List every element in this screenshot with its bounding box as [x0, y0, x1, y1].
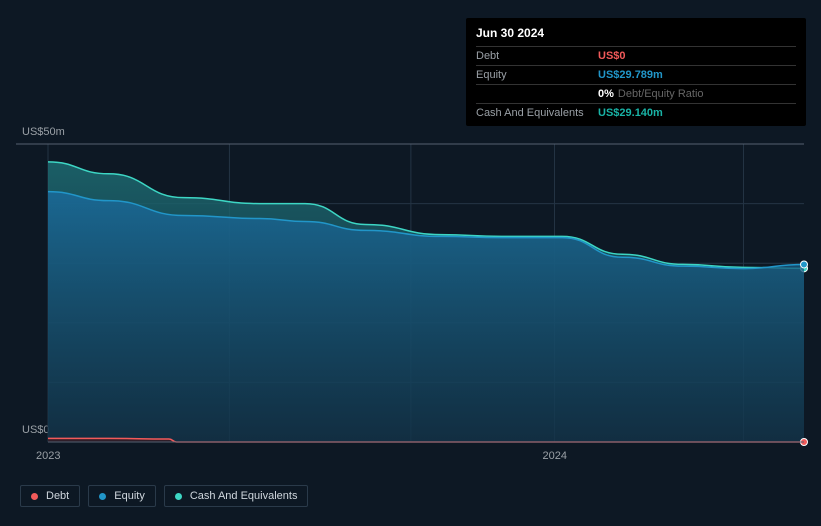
legend-item-cash[interactable]: Cash And Equivalents: [164, 485, 309, 507]
chart-legend: Debt Equity Cash And Equivalents: [20, 485, 308, 507]
legend-label: Equity: [114, 490, 145, 502]
area-equity: [48, 192, 804, 442]
marker-equity: [801, 261, 808, 268]
legend-item-equity[interactable]: Equity: [88, 485, 156, 507]
legend-label: Debt: [46, 490, 69, 502]
legend-label: Cash And Equivalents: [190, 490, 298, 502]
legend-dot-icon: [175, 493, 182, 500]
area-chart: [0, 0, 814, 452]
legend-item-debt[interactable]: Debt: [20, 485, 80, 507]
legend-dot-icon: [31, 493, 38, 500]
legend-dot-icon: [99, 493, 106, 500]
